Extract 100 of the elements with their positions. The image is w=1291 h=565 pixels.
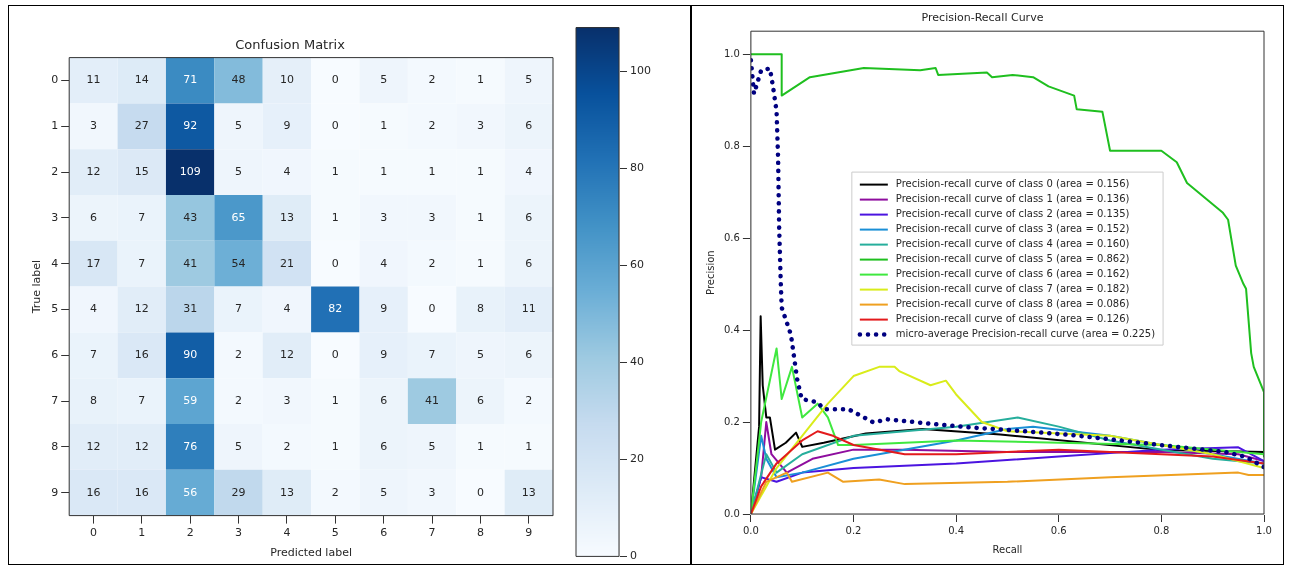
data-label: 7 — [138, 210, 146, 224]
y-tick-label: 0.8 — [724, 139, 740, 151]
y-tick-label: 0 — [51, 73, 59, 87]
data-label: 5 — [235, 164, 243, 178]
data-label: 4 — [380, 256, 388, 270]
data-label: 1 — [476, 439, 484, 453]
y-tick-label: 7 — [51, 393, 59, 407]
legend-label: Precision-recall curve of class 7 (area = 0.182) — [895, 283, 1130, 295]
data-label: 6 — [476, 393, 484, 407]
data-label: 1 — [331, 439, 339, 453]
legend-label: Precision-recall curve of class 5 (area = 0.862) — [895, 253, 1130, 265]
x-tick-label: 4 — [283, 526, 291, 540]
data-label: 2 — [235, 348, 243, 362]
data-label: 16 — [134, 485, 149, 499]
y-tick-label: 4 — [51, 256, 59, 270]
data-label: 3 — [380, 210, 388, 224]
data-label: 65 — [231, 210, 246, 224]
data-label: 6 — [525, 348, 533, 362]
y-tick-label: 9 — [51, 485, 59, 499]
chart-title: Confusion Matrix — [235, 37, 346, 53]
x-tick-label: 8 — [476, 526, 484, 540]
data-label: 0 — [428, 302, 436, 316]
data-label: 10 — [279, 73, 294, 87]
y-tick-label: 6 — [51, 348, 59, 362]
data-label: 6 — [525, 210, 533, 224]
data-label: 1 — [476, 210, 484, 224]
data-label: 1 — [476, 73, 484, 87]
y-tick-label: 8 — [51, 439, 59, 453]
data-label: 11 — [86, 73, 101, 87]
data-label: 0 — [476, 485, 484, 499]
data-label: 12 — [86, 164, 101, 178]
data-label: 92 — [183, 119, 198, 133]
y-tick-label: 1.0 — [724, 47, 740, 59]
data-label: 1 — [331, 393, 339, 407]
data-label: 1 — [380, 164, 388, 178]
data-label: 0 — [331, 256, 339, 270]
y-tick-label: 1 — [51, 119, 59, 133]
chart-title: Precision-Recall Curve — [921, 11, 1044, 25]
x-tick-label: 0.8 — [1153, 524, 1170, 536]
data-label: 5 — [476, 348, 484, 362]
x-axis-title: Recall — [992, 543, 1023, 555]
data-label: 4 — [283, 164, 291, 178]
data-label: 3 — [476, 119, 484, 133]
data-label: 0 — [331, 348, 339, 362]
x-tick-label: 6 — [380, 526, 388, 540]
data-label: 5 — [235, 119, 243, 133]
data-label: 29 — [231, 485, 246, 499]
data-label: 2 — [283, 439, 291, 453]
x-tick-label: 9 — [525, 526, 533, 540]
x-tick-label: 0.4 — [948, 524, 965, 536]
y-axis-title: Precision — [704, 250, 716, 295]
data-label: 7 — [89, 348, 97, 362]
data-label: 1 — [476, 256, 484, 270]
legend-label: Precision-recall curve of class 1 (area = 0.136) — [895, 193, 1130, 205]
data-label: 13 — [279, 485, 294, 499]
y-tick-label: 2 — [51, 164, 59, 178]
legend-label: Precision-recall curve of class 3 (area = 0.152) — [895, 223, 1130, 235]
data-label: 4 — [89, 302, 97, 316]
data-label: 9 — [380, 302, 388, 316]
data-label: 71 — [183, 73, 198, 87]
data-label: 2 — [428, 73, 436, 87]
data-label: 6 — [525, 119, 533, 133]
data-label: 14 — [134, 73, 149, 87]
data-label: 109 — [179, 164, 201, 178]
data-label: 5 — [235, 439, 243, 453]
x-tick-label: 3 — [235, 526, 243, 540]
color-bar-label: 40 — [630, 355, 644, 369]
data-label: 5 — [380, 73, 388, 87]
x-tick-label: 0.6 — [1050, 524, 1067, 536]
data-label: 48 — [231, 73, 246, 87]
data-label: 2 — [525, 393, 533, 407]
x-tick-label: 1 — [138, 526, 146, 540]
data-label: 1 — [525, 439, 533, 453]
x-tick-label: 2 — [186, 526, 194, 540]
data-label: 76 — [183, 439, 198, 453]
data-label: 8 — [89, 393, 97, 407]
data-label: 54 — [231, 256, 246, 270]
data-label: 6 — [380, 439, 388, 453]
data-label: 7 — [428, 348, 436, 362]
x-axis-title: Predicted label — [270, 546, 352, 560]
data-label: 2 — [428, 119, 436, 133]
color-bar-label: 100 — [630, 64, 651, 78]
data-label: 12 — [134, 302, 149, 316]
data-label: 1 — [380, 119, 388, 133]
y-axis-title: True label — [30, 259, 44, 315]
data-label: 16 — [86, 485, 101, 499]
data-label: 3 — [89, 119, 97, 133]
data-label: 56 — [183, 485, 198, 499]
color-bar-label: 80 — [630, 161, 644, 175]
y-tick-label: 0.0 — [724, 507, 740, 519]
data-label: 5 — [525, 73, 533, 87]
data-label: 43 — [183, 210, 198, 224]
data-label: 41 — [183, 256, 198, 270]
data-label: 17 — [86, 256, 101, 270]
data-label: 5 — [380, 485, 388, 499]
y-tick-label: 0.2 — [724, 415, 740, 427]
data-label: 9 — [283, 119, 291, 133]
data-label: 13 — [521, 485, 536, 499]
x-tick-label: 5 — [331, 526, 339, 540]
data-label: 9 — [380, 348, 388, 362]
